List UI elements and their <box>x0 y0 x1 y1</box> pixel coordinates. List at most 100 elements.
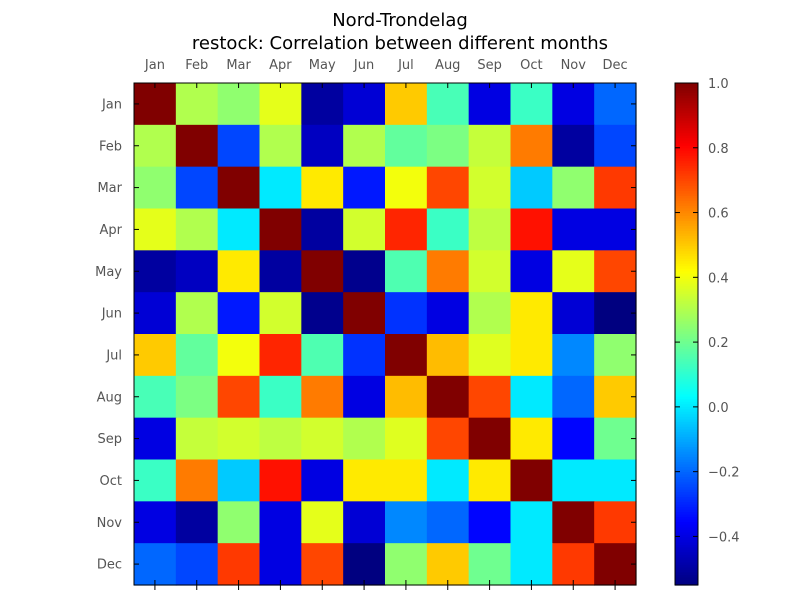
heatmap-cell-sep-jul <box>385 417 428 461</box>
heatmap-cell-feb-feb <box>175 124 219 168</box>
heatmap-cell-oct-mar <box>217 459 261 502</box>
heatmap-cell-jun-jun <box>343 292 386 335</box>
colorbar-segment <box>675 276 698 280</box>
x-tick-label: Aug <box>435 58 460 73</box>
colorbar-segment <box>675 479 698 483</box>
colorbar-segment <box>675 391 698 395</box>
colorbar-segment <box>675 334 698 338</box>
heatmap-cell-jan-jul <box>385 83 428 126</box>
colorbar-segment <box>675 93 698 97</box>
heatmap-cell-may-may <box>301 250 344 293</box>
colorbar-tick-label: 0.4 <box>708 271 729 286</box>
colorbar-segment <box>675 125 698 129</box>
colorbar-border <box>674 82 699 586</box>
heatmap-cell-may-dec <box>594 250 637 293</box>
heatmap-cell-may-oct <box>510 250 553 293</box>
heatmap-cell-dec-may <box>301 543 344 586</box>
heatmap-cell-jul-jun <box>343 334 386 377</box>
y-tick-label: Apr <box>100 223 123 238</box>
colorbar-segment <box>675 502 698 506</box>
colorbar-segment <box>675 532 698 536</box>
colorbar-segment <box>675 98 698 102</box>
heatmap-cell-apr-feb <box>175 208 219 251</box>
heatmap-cell-jul-dec <box>594 334 637 377</box>
heatmap-cell-feb-oct <box>510 124 553 168</box>
x-tick-label: Feb <box>185 58 208 73</box>
heatmap-cell-jun-nov <box>552 292 595 335</box>
heatmap-cell-nov-nov <box>552 501 595 544</box>
colorbar-segment <box>675 195 698 200</box>
heatmap-cell-nov-feb <box>175 501 219 544</box>
colorbar-segment <box>675 441 698 446</box>
colorbar-segment <box>675 188 698 192</box>
colorbar-segment <box>675 582 698 586</box>
colorbar-segment <box>675 148 698 152</box>
heatmap-cell-feb-jan <box>134 124 177 168</box>
colorbar-tick-label: −0.4 <box>708 530 740 545</box>
colorbar-segment <box>675 155 698 159</box>
colorbar-segment <box>675 336 698 340</box>
colorbar-segment <box>675 341 698 345</box>
heatmap-cell-aug-mar <box>217 375 261 419</box>
colorbar-segment <box>675 180 698 184</box>
colorbar-segment <box>675 160 698 164</box>
colorbar-segment <box>675 213 698 217</box>
colorbar-segment <box>675 203 698 207</box>
y-tick-label: Sep <box>97 432 122 447</box>
heatmap-cell-oct-apr <box>259 459 302 502</box>
colorbar-segment <box>675 133 698 137</box>
colorbar-segment <box>675 522 698 526</box>
colorbar-segment <box>675 482 698 486</box>
colorbar-segment <box>675 100 698 104</box>
colorbar-tick-label: 0.2 <box>708 336 729 351</box>
heatmap-cell-jul-jan <box>134 334 177 377</box>
colorbar-segment <box>675 421 698 425</box>
colorbar-segment <box>675 115 698 119</box>
colorbar-segment <box>675 429 698 433</box>
heatmap-cell-mar-jun <box>343 166 386 210</box>
heatmap-cell-mar-jul <box>385 166 428 210</box>
colorbar-segment <box>675 296 698 300</box>
colorbar-segment <box>675 271 698 275</box>
colorbar-segment <box>675 278 698 282</box>
heatmap-cell-sep-feb <box>175 417 219 461</box>
heatmap-cell-nov-dec <box>594 501 637 544</box>
colorbar-segment <box>675 150 698 154</box>
colorbar-segment <box>675 211 698 215</box>
colorbar-segment <box>675 477 698 481</box>
colorbar-segment <box>675 406 698 410</box>
colorbar-segment <box>675 158 698 162</box>
heatmap-cell-oct-may <box>301 459 344 502</box>
colorbar-segment <box>675 135 698 139</box>
heatmap-cell-may-jun <box>343 250 386 293</box>
colorbar-segment <box>675 462 698 466</box>
colorbar-segment <box>675 469 698 473</box>
colorbar-segment <box>675 517 698 521</box>
heatmap-cell-jul-nov <box>552 334 595 377</box>
colorbar-segment <box>675 544 698 548</box>
chart-subtitle: restock: Correlation between different m… <box>191 33 609 54</box>
colorbar-segment <box>675 404 698 408</box>
heatmap-cell-jan-feb <box>175 83 219 126</box>
heatmap-cell-may-nov <box>552 250 595 293</box>
colorbar-segment <box>675 165 698 169</box>
x-tick-label: Jun <box>353 58 374 73</box>
heatmap-cell-mar-may <box>301 166 344 210</box>
heatmap-cell-jul-jul <box>385 334 428 377</box>
heatmap-cell-aug-jan <box>134 375 177 419</box>
heatmap-cell-sep-mar <box>217 417 261 461</box>
heatmap-cell-jan-mar <box>217 83 261 126</box>
colorbar-segment <box>675 293 698 297</box>
colorbar-segment <box>675 120 698 124</box>
colorbar-segment <box>675 108 698 112</box>
y-tick-label: Feb <box>99 139 122 154</box>
heatmap-cell-jan-jan <box>134 83 177 126</box>
colorbar-segment <box>675 384 698 388</box>
colorbar-segment <box>675 534 698 538</box>
heatmap-cell-jun-jan <box>134 292 177 335</box>
colorbar-segment <box>675 95 698 99</box>
colorbar-segment <box>675 88 698 92</box>
colorbar-segment <box>675 200 698 205</box>
colorbar-segment <box>675 351 698 355</box>
heatmap-cell-mar-aug <box>426 166 470 210</box>
